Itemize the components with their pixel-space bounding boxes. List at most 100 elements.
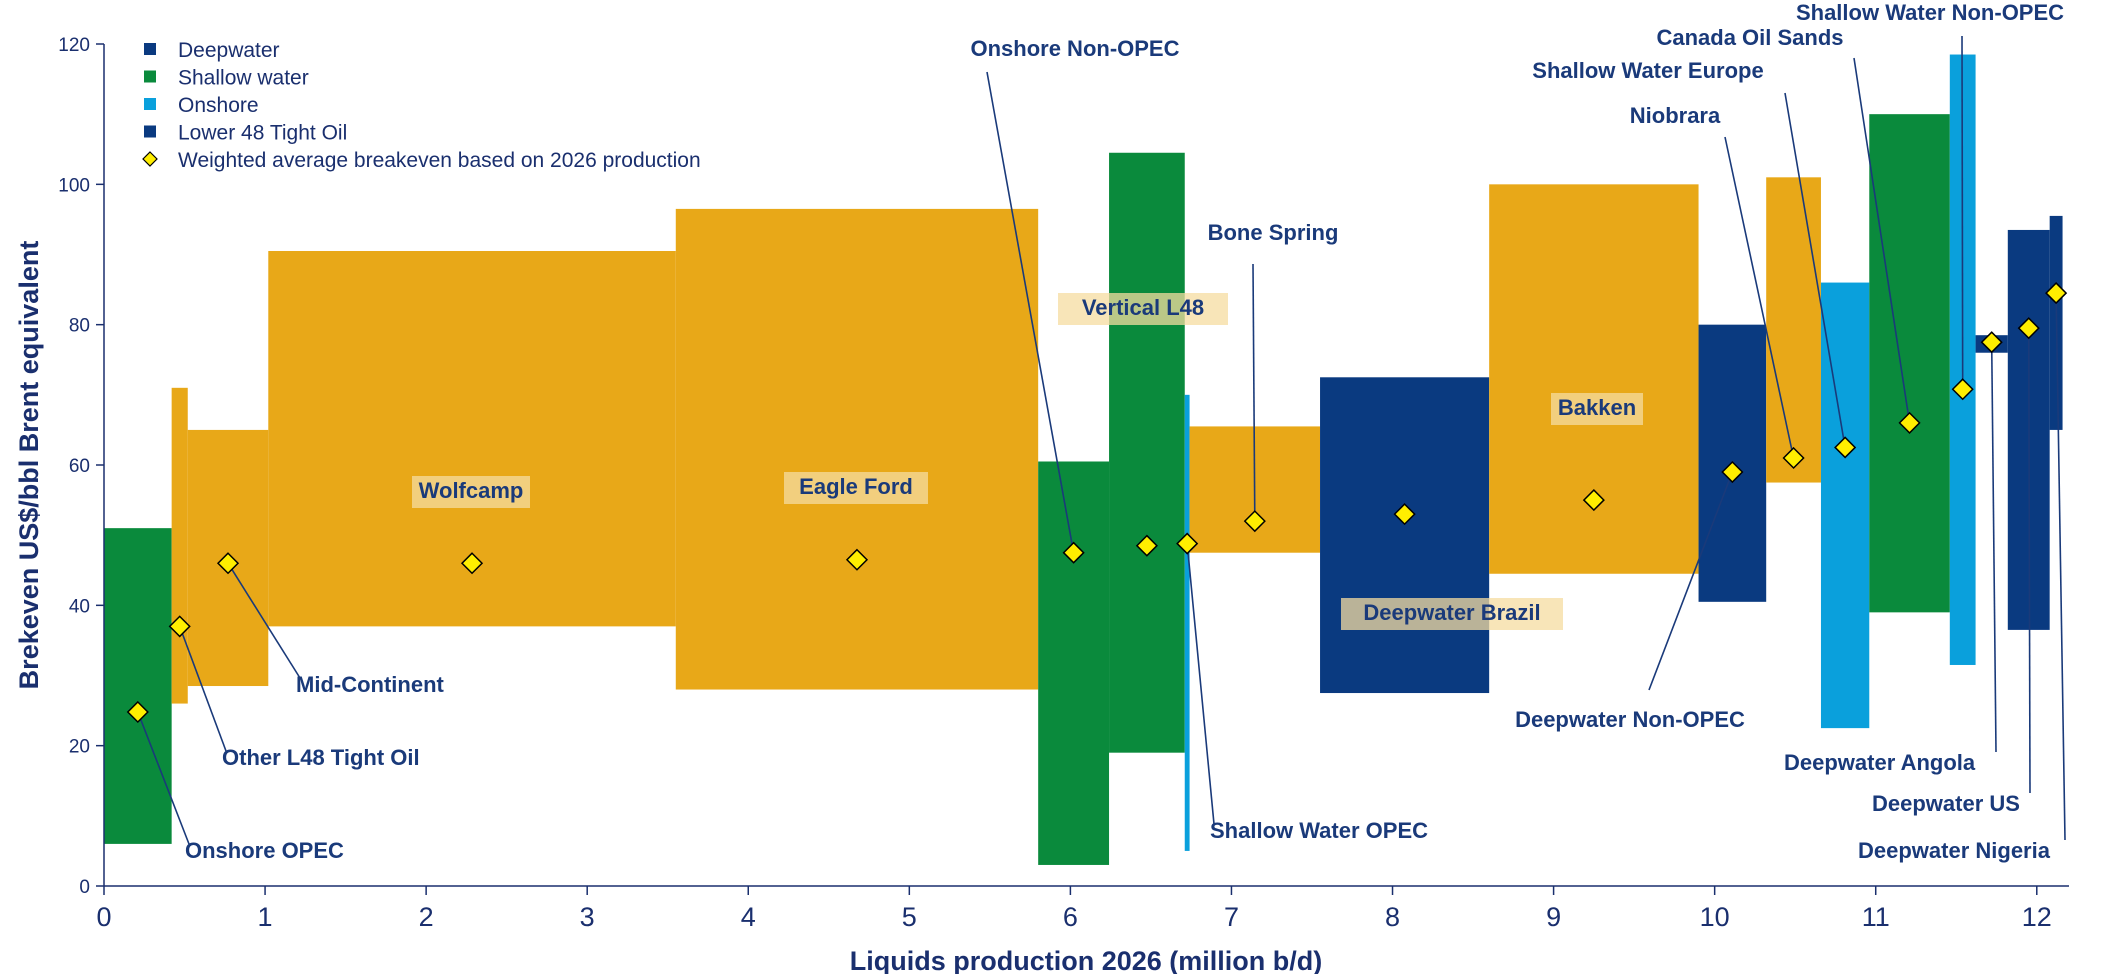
x-tick-label: 1 — [258, 902, 273, 932]
label-bg-vertical-l48 — [1058, 293, 1228, 325]
leader-bone-spring — [1252, 263, 1256, 522]
leader-onshore-opec — [137, 711, 190, 845]
leader-deepwater-nigeria — [2055, 293, 2066, 841]
x-tick-label: 3 — [580, 902, 595, 932]
leader-niobrara — [1724, 136, 1795, 459]
label-bakken: Bakken — [1558, 395, 1636, 420]
label-bg-bakken — [1551, 393, 1643, 425]
label-wolfcamp: Wolfcamp — [419, 478, 524, 503]
label-eagle-ford: Eagle Ford — [799, 474, 913, 499]
annotation-leader-lines — [137, 35, 2066, 845]
bar-other-l48-tight-oil — [171, 387, 188, 704]
weighted-average-markers — [126, 282, 2068, 724]
x-tick-label: 9 — [1546, 902, 1561, 932]
bar-canada-oil-sands — [1869, 114, 1950, 613]
marker-deepwater-angola — [1980, 331, 2003, 354]
marker-deepwater-nigeria — [2045, 282, 2068, 305]
label-deepwater-brazil: Deepwater Brazil — [1363, 600, 1540, 625]
label-bg-wolfcamp — [412, 476, 530, 508]
legend: Deepwater Shallow water Onshore Lower 48 Ti… — [142, 39, 701, 172]
marker-wolfcamp — [460, 552, 484, 575]
bar-bakken — [1489, 184, 1699, 574]
x-tick-label: 12 — [2022, 902, 2052, 932]
label-bg-eagle-ford — [784, 472, 928, 504]
marker-other-l48-tight-oil — [168, 615, 191, 638]
legend-swatch-deepwater — [144, 43, 156, 55]
y-tick-label: 80 — [69, 316, 90, 337]
legend-label-deepwater: Deepwater — [178, 39, 280, 62]
label-vertical-l48: Vertical L48 — [1082, 295, 1204, 320]
marker-shallow-water-non-opec — [1951, 378, 1974, 401]
label-shallow-water-non-opec: Shallow Water Non-OPEC — [1796, 0, 2064, 25]
legend-swatch-weighted-average-breakeven-based-on-2026-production — [142, 151, 158, 167]
bar-onshore-non-opec — [1038, 461, 1110, 865]
y-tick-label: 0 — [79, 877, 90, 898]
leader-onshore-non-opec — [986, 71, 1075, 553]
x-tick-label: 11 — [1862, 902, 1890, 932]
marker-bakken — [1582, 489, 1605, 512]
y-axis-title: Brekeven US$/bbl Brent equivalent — [14, 241, 44, 690]
legend-label-shallow-water: Shallow water — [178, 67, 309, 90]
bar-deepwater-brazil — [1320, 377, 1490, 694]
marker-niobrara — [1782, 446, 1805, 470]
label-bg-deepwater-brazil — [1341, 598, 1563, 630]
x-tick-label: 8 — [1385, 902, 1400, 932]
label-deepwater-non-opec: Deepwater Non-OPEC — [1515, 707, 1745, 732]
marker-onshore-non-opec — [1062, 541, 1085, 564]
marker-mid-continent — [216, 552, 240, 575]
legend-label-weighted-average-breakeven-based-on-2026-production: Weighted average breakeven based on 2026… — [178, 149, 701, 172]
label-onshore-non-opec: Onshore Non-OPEC — [970, 36, 1179, 61]
bar-vertical-l48 — [1109, 152, 1185, 753]
y-tick-label: 120 — [58, 35, 90, 56]
x-tick-label: 5 — [902, 902, 917, 932]
x-axis-title: Liquids production 2026 (million b/d) — [850, 946, 1323, 974]
leader-deepwater-non-opec — [1648, 471, 1734, 691]
label-niobrara: Niobrara — [1630, 103, 1721, 128]
segment-labels: Onshore OPEC Other L48 Tight Oil Mid-Conti… — [185, 0, 2064, 863]
x-tick-label: 2 — [419, 902, 434, 932]
marker-deepwater-us — [2017, 317, 2040, 340]
leader-mid-continent — [227, 562, 301, 679]
label-onshore-opec: Onshore OPEC — [185, 838, 344, 863]
label-mid-continent: Mid-Continent — [296, 672, 445, 697]
marker-deepwater-brazil — [1393, 503, 1416, 526]
marker-shallow-water-europe — [1834, 436, 1857, 459]
legend-swatch-onshore — [144, 98, 156, 110]
label-shallow-water-europe: Shallow Water Europe — [1532, 58, 1763, 83]
marker-canada-oil-sands — [1898, 411, 1921, 434]
bar-eagle-ford — [675, 208, 1039, 690]
label-deepwater-nigeria: Deepwater Nigeria — [1858, 838, 2051, 863]
marker-onshore-opec — [126, 700, 149, 724]
legend-swatch-lower-48-tight-oil — [144, 125, 156, 138]
marker-eagle-ford — [845, 548, 869, 571]
x-tick-label: 10 — [1700, 902, 1730, 932]
y-tick-label: 40 — [69, 596, 90, 617]
y-tick-label: 20 — [69, 737, 90, 758]
label-deepwater-angola: Deepwater Angola — [1784, 750, 1976, 775]
bar-onshore-opec — [104, 528, 172, 844]
leader-canada-oil-sands — [1853, 57, 1911, 424]
y-ticks: 0 20 40 60 80 100 120 — [58, 35, 104, 898]
leader-shallow-water-non-opec — [1961, 35, 1964, 390]
leader-deepwater-angola — [1990, 342, 1997, 753]
marker-deepwater-non-opec — [1721, 460, 1744, 484]
leader-shallow-water-europe — [1784, 92, 1846, 448]
marker-bone-spring — [1243, 510, 1266, 533]
leader-other-l48-tight-oil — [178, 626, 227, 752]
x-tick-label: 7 — [1224, 902, 1239, 932]
x-tick-label: 6 — [1063, 902, 1078, 932]
y-tick-label: 60 — [69, 456, 90, 477]
legend-label-onshore: Onshore — [178, 94, 259, 117]
label-deepwater-us: Deepwater US — [1872, 791, 2020, 816]
x-tick-label: 0 — [96, 902, 111, 932]
legend-label-lower-48-tight-oil: Lower 48 Tight Oil — [178, 122, 347, 145]
bar-shallow-water-opec — [1184, 394, 1190, 851]
legend-swatch-shallow-water — [144, 70, 156, 83]
marker-vertical-l48 — [1135, 534, 1158, 557]
leader-deepwater-us — [2027, 328, 2031, 794]
bar-segments — [104, 54, 2063, 865]
y-tick-label: 100 — [58, 175, 90, 196]
leader-shallow-water-opec — [1186, 543, 1215, 825]
label-shallow-water-opec: Shallow Water OPEC — [1210, 818, 1428, 843]
